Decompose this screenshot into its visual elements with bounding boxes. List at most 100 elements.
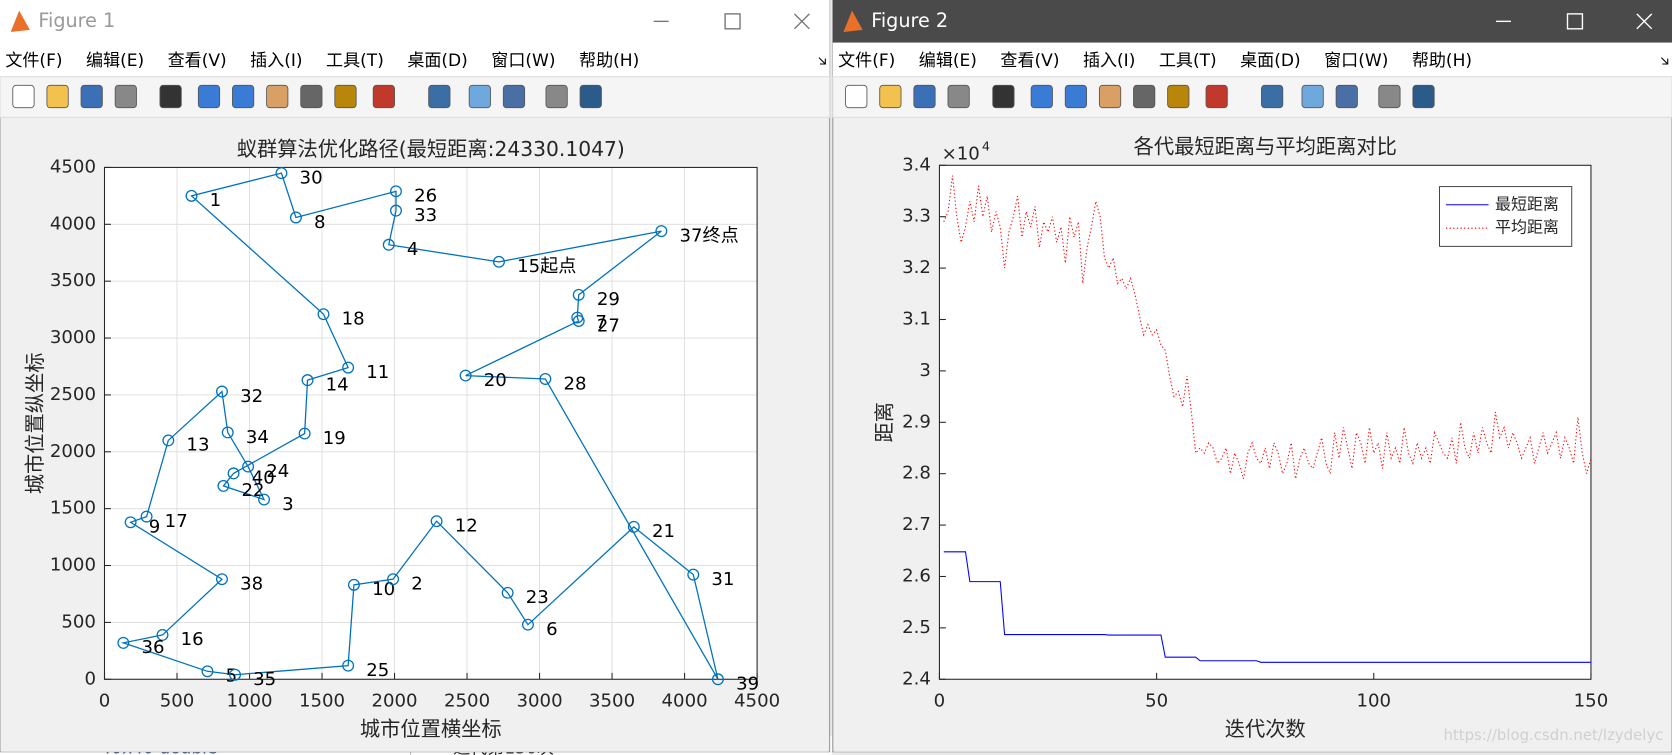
city-label: 11 bbox=[366, 362, 389, 383]
plot-area bbox=[104, 167, 758, 680]
toolbar-button[interactable] bbox=[1098, 84, 1122, 109]
city-marker bbox=[627, 520, 640, 533]
y-tick-label: 2.4 bbox=[902, 668, 931, 689]
toolbar-button[interactable] bbox=[1167, 84, 1190, 109]
legend-label: 最短距离 bbox=[1495, 194, 1559, 213]
toolbar-button[interactable] bbox=[992, 84, 1015, 109]
x-tick-label: 150 bbox=[1574, 691, 1609, 712]
toolbar-button[interactable] bbox=[80, 84, 103, 109]
city-marker bbox=[201, 665, 214, 678]
toolbar-button[interactable] bbox=[197, 84, 221, 109]
y-tick-label: 2.5 bbox=[902, 617, 931, 638]
toolbar-button[interactable] bbox=[1205, 84, 1228, 109]
city-label: 4 bbox=[407, 239, 419, 260]
menu-item[interactable]: 插入(I) bbox=[1083, 51, 1135, 71]
city-marker bbox=[185, 189, 198, 202]
toolbar-button[interactable] bbox=[468, 84, 491, 109]
toolbar-button[interactable] bbox=[114, 84, 137, 109]
toolbar-button[interactable] bbox=[428, 84, 451, 109]
menu-item[interactable]: 桌面(D) bbox=[407, 51, 468, 71]
menu-item[interactable]: 插入(I) bbox=[250, 51, 302, 71]
toolbar-button[interactable] bbox=[502, 84, 526, 109]
toolbar-button[interactable] bbox=[1261, 84, 1284, 109]
city-marker bbox=[124, 516, 137, 529]
menu-item[interactable]: 文件(F) bbox=[838, 51, 895, 71]
city-label: 26 bbox=[414, 186, 437, 207]
toolbar-button[interactable] bbox=[1064, 84, 1088, 109]
toolbar-button[interactable] bbox=[545, 84, 568, 109]
city-marker bbox=[571, 311, 584, 324]
menu-item[interactable]: 查看(V) bbox=[1000, 51, 1059, 71]
city-label: 34 bbox=[246, 427, 269, 448]
toolbar-button[interactable] bbox=[879, 84, 902, 109]
y-tick-label: 3.1 bbox=[902, 308, 931, 329]
city-label: 23 bbox=[526, 587, 549, 608]
title-bar bbox=[832, 0, 1672, 43]
menu-item[interactable]: 文件(F) bbox=[5, 51, 62, 71]
x-tick-label: 100 bbox=[1356, 691, 1391, 712]
city-label: 21 bbox=[652, 521, 675, 542]
close-button[interactable] bbox=[1636, 13, 1653, 30]
toolbar-button[interactable] bbox=[1133, 84, 1156, 109]
menu-bar bbox=[0, 42, 830, 77]
toolbar-button[interactable] bbox=[1378, 84, 1401, 109]
menu-item[interactable]: 编辑(E) bbox=[919, 51, 977, 71]
maximize-button[interactable] bbox=[1566, 13, 1584, 30]
toolbar-button[interactable] bbox=[1030, 84, 1053, 109]
toolbar-button[interactable] bbox=[12, 84, 35, 109]
chart-title: 蚁群算法优化路径(最短距离:24330.1047) bbox=[237, 137, 625, 161]
city-label: 24 bbox=[266, 461, 289, 482]
menu-item[interactable]: 工具(T) bbox=[1159, 51, 1217, 71]
toolbar-button[interactable] bbox=[845, 84, 868, 109]
city-marker bbox=[430, 515, 443, 528]
city-marker bbox=[275, 167, 288, 180]
city-marker bbox=[501, 586, 514, 599]
toolbar-button[interactable] bbox=[947, 84, 970, 109]
toolbar-button[interactable] bbox=[46, 84, 69, 109]
menu-item[interactable]: 帮助(H) bbox=[1412, 51, 1472, 71]
legend-label: 平均距离 bbox=[1495, 218, 1559, 237]
y-tick-label: 4000 bbox=[50, 213, 96, 234]
city-label: 12 bbox=[455, 516, 478, 537]
city-marker bbox=[298, 427, 311, 440]
city-marker bbox=[215, 385, 228, 398]
city-label: 7 bbox=[595, 312, 607, 333]
toolbar-button[interactable] bbox=[579, 84, 602, 109]
menu-item[interactable]: 窗口(W) bbox=[491, 51, 555, 71]
toolbar-button[interactable] bbox=[266, 84, 289, 109]
menu-item[interactable]: 桌面(D) bbox=[1240, 51, 1301, 71]
toolbar-button[interactable] bbox=[1412, 84, 1435, 109]
toolbar-button[interactable] bbox=[334, 84, 357, 109]
menu-item[interactable]: 查看(V) bbox=[168, 51, 227, 71]
menu-item[interactable]: 编辑(E) bbox=[86, 51, 144, 71]
plot-area bbox=[939, 165, 1591, 680]
toolbar-button[interactable] bbox=[159, 84, 182, 109]
y-offset-label: ×10 bbox=[942, 144, 980, 165]
x-tick-label: 3000 bbox=[517, 691, 563, 712]
axes-box bbox=[938, 164, 1592, 680]
x-tick-label: 2500 bbox=[444, 691, 490, 712]
city-label: 25 bbox=[366, 660, 389, 681]
toolbar-button[interactable] bbox=[1335, 84, 1358, 109]
city-label: 9 bbox=[149, 517, 161, 538]
close-button[interactable] bbox=[793, 13, 810, 30]
city-label: 3 bbox=[282, 494, 294, 515]
y-tick-label: 1000 bbox=[50, 555, 96, 576]
toolbar-button[interactable] bbox=[300, 84, 323, 109]
menu-item[interactable]: 窗口(W) bbox=[1324, 51, 1388, 71]
city-label: 6 bbox=[546, 619, 558, 640]
maximize-button[interactable] bbox=[724, 13, 741, 30]
menu-item[interactable]: 工具(T) bbox=[326, 51, 384, 71]
city-label: 30 bbox=[300, 167, 323, 188]
city-label: 37终点 bbox=[680, 225, 739, 246]
toolbar-button[interactable] bbox=[232, 84, 255, 109]
toolbar-button[interactable] bbox=[372, 84, 395, 109]
menu-item[interactable]: 帮助(H) bbox=[579, 51, 639, 71]
toolbar-button[interactable] bbox=[1301, 84, 1324, 109]
toolbar-button[interactable] bbox=[913, 84, 936, 109]
x-tick-label: 500 bbox=[160, 691, 195, 712]
city-marker bbox=[572, 288, 585, 301]
x-tick-label: 50 bbox=[1145, 691, 1168, 712]
y-tick-label: 0 bbox=[84, 668, 96, 689]
